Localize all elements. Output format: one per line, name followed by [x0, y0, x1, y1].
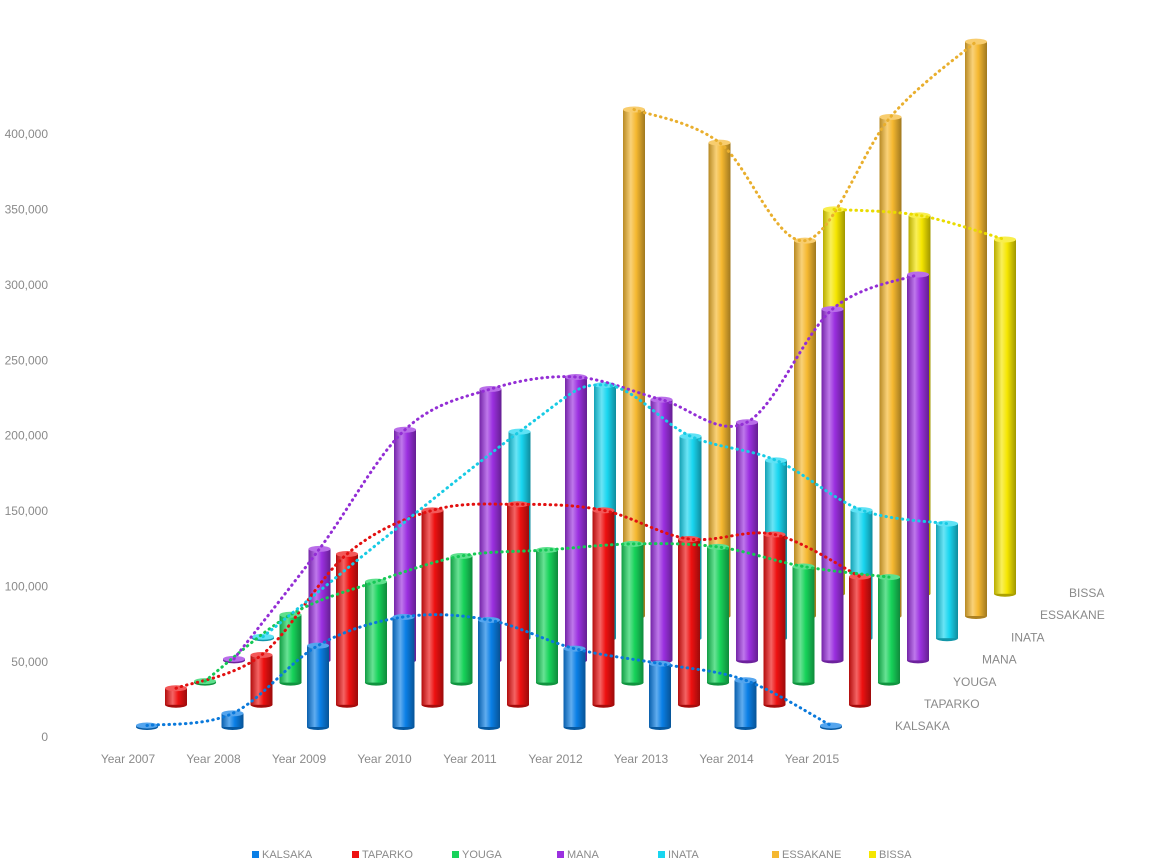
bar — [279, 614, 302, 683]
bar — [394, 429, 416, 661]
cylinder-top — [707, 543, 729, 550]
cylinder-top — [908, 212, 931, 219]
bar — [307, 645, 329, 727]
bar — [965, 41, 987, 616]
bar — [365, 581, 387, 683]
bar — [878, 577, 900, 683]
cylinder-top — [994, 236, 1016, 243]
x-tick-label: Year 2010 — [357, 752, 412, 766]
cylinder-top — [421, 507, 444, 514]
y-tick-label: 350,000 — [5, 203, 49, 217]
bar — [763, 534, 786, 705]
y-tick-label: 250,000 — [5, 353, 49, 367]
legend-swatch — [772, 851, 779, 858]
y-tick-label: 50,000 — [11, 655, 48, 669]
legend: KALSAKA TAPARKO YOUGA MANA INATA ESSAKANE BISS… — [252, 849, 912, 861]
legend-label: BISSA — [879, 849, 912, 861]
cylinder-top — [765, 457, 787, 464]
bar — [794, 240, 816, 616]
x-tick-label: Year 2014 — [699, 752, 754, 766]
bar — [736, 422, 758, 661]
x-tick-label: Year 2013 — [614, 752, 669, 766]
bar — [792, 566, 815, 683]
y-tick-label: 150,000 — [5, 504, 49, 518]
legend-label: TAPARKO — [362, 849, 413, 861]
cylinder-top — [450, 552, 473, 559]
x-tick-label: Year 2011 — [443, 752, 497, 766]
cylinder-top — [907, 271, 929, 278]
bar — [879, 117, 902, 616]
bar — [421, 510, 444, 705]
y-tick-label: 400,000 — [5, 127, 49, 141]
x-tick-label: Year 2012 — [528, 752, 583, 766]
trend-line — [632, 40, 978, 243]
y-tick-label: 0 — [41, 730, 48, 744]
legend-swatch — [452, 851, 459, 858]
cylinder-top — [365, 578, 387, 585]
depth-label: TAPARKO — [924, 697, 980, 711]
cylinder-top — [508, 428, 531, 435]
bar — [623, 109, 645, 616]
legend-label: ESSAKANE — [782, 849, 841, 861]
bar — [707, 546, 729, 683]
x-tick-label: Year 2007 — [101, 752, 156, 766]
bar — [994, 239, 1016, 594]
trend-line — [261, 383, 949, 639]
cylinder-top — [479, 386, 502, 393]
bar — [565, 376, 587, 661]
depth-label: YOUGA — [953, 675, 996, 689]
bar — [563, 648, 586, 727]
bar — [478, 619, 500, 727]
legend-label: KALSAKA — [262, 849, 313, 861]
trend-line — [203, 542, 891, 683]
trend-line — [232, 272, 920, 661]
bar — [936, 523, 958, 639]
depth-label: BISSA — [1069, 586, 1104, 600]
legend-label: MANA — [567, 849, 599, 861]
bar — [734, 680, 757, 727]
bar — [678, 538, 700, 705]
trend-line — [145, 613, 833, 727]
bar — [392, 616, 415, 727]
bar — [221, 713, 244, 727]
legend-swatch — [869, 851, 876, 858]
bar — [250, 655, 273, 705]
x-tick-label: Year 2009 — [272, 752, 327, 766]
bar — [450, 555, 473, 683]
x-tick-label: Year 2008 — [186, 752, 241, 766]
legend-swatch — [658, 851, 665, 858]
legend-swatch — [352, 851, 359, 858]
bar — [649, 663, 671, 727]
legend-label: YOUGA — [462, 849, 502, 861]
legend-label: INATA — [668, 849, 699, 861]
cylinder-top — [850, 507, 873, 514]
trend-line — [174, 502, 862, 690]
bar — [907, 274, 929, 661]
bar — [592, 510, 615, 705]
cylinder-top — [965, 38, 987, 45]
trend-line — [832, 207, 1007, 242]
bar — [621, 543, 644, 683]
legend-swatch — [557, 851, 564, 858]
y-tick-label: 200,000 — [5, 429, 49, 443]
depth-label: KALSAKA — [895, 719, 950, 733]
depth-label: INATA — [1011, 630, 1045, 644]
legend-swatch — [252, 851, 259, 858]
bar — [536, 549, 558, 683]
x-tick-label: Year 2015 — [785, 752, 840, 766]
y-tick-label: 300,000 — [5, 278, 49, 292]
bar — [507, 504, 529, 705]
depth-label: MANA — [982, 653, 1017, 667]
bar — [849, 576, 871, 705]
bar — [708, 142, 731, 616]
depth-label: ESSAKANE — [1040, 608, 1105, 622]
cylinder-top — [307, 642, 329, 649]
cylinder-top — [820, 722, 842, 729]
bar — [165, 688, 187, 705]
y-tick-label: 100,000 — [5, 579, 49, 593]
bar — [821, 309, 844, 661]
